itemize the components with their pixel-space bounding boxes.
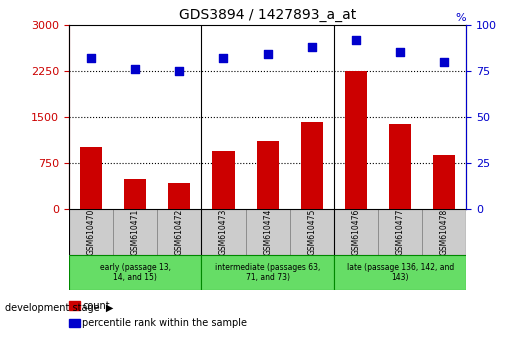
Text: GSM610471: GSM610471 [131, 209, 139, 255]
Bar [213, 150, 234, 209]
Bar [389, 124, 411, 209]
Text: count: count [82, 301, 110, 310]
Bar [157, 209, 201, 255]
Bar [345, 71, 367, 209]
Text: GSM610477: GSM610477 [396, 209, 404, 255]
Point [307, 44, 316, 50]
Bar [334, 255, 466, 290]
Bar [378, 209, 422, 255]
Text: GSM610473: GSM610473 [219, 209, 228, 255]
Bar [69, 209, 113, 255]
Bar [124, 179, 146, 209]
Point [131, 66, 139, 72]
Bar [201, 255, 334, 290]
Text: GSM610478: GSM610478 [440, 209, 449, 255]
Text: GSM610475: GSM610475 [307, 209, 316, 255]
Text: percentile rank within the sample: percentile rank within the sample [82, 318, 247, 328]
Text: GSM610470: GSM610470 [86, 209, 95, 255]
Text: GSM610476: GSM610476 [351, 209, 360, 255]
Bar [290, 209, 334, 255]
Bar [245, 209, 290, 255]
Point [352, 37, 360, 42]
Bar [422, 209, 466, 255]
Text: intermediate (passages 63,
71, and 73): intermediate (passages 63, 71, and 73) [215, 263, 320, 282]
Point [87, 55, 95, 61]
Bar [257, 141, 279, 209]
Point [263, 51, 272, 57]
Bar [168, 183, 190, 209]
Point [219, 55, 228, 61]
Bar [434, 155, 455, 209]
Text: %: % [456, 13, 466, 23]
Bar [80, 148, 102, 209]
Text: late (passage 136, 142, and
143): late (passage 136, 142, and 143) [347, 263, 454, 282]
Point [440, 59, 448, 64]
Bar [113, 209, 157, 255]
Title: GDS3894 / 1427893_a_at: GDS3894 / 1427893_a_at [179, 8, 356, 22]
Bar [334, 209, 378, 255]
Bar [301, 122, 323, 209]
Point [175, 68, 183, 74]
Point [396, 50, 404, 55]
Text: GSM610474: GSM610474 [263, 209, 272, 255]
Bar [201, 209, 245, 255]
Text: GSM610472: GSM610472 [175, 209, 184, 255]
Bar [69, 255, 201, 290]
Text: early (passage 13,
14, and 15): early (passage 13, 14, and 15) [100, 263, 171, 282]
Text: development stage  ▶: development stage ▶ [5, 303, 113, 313]
